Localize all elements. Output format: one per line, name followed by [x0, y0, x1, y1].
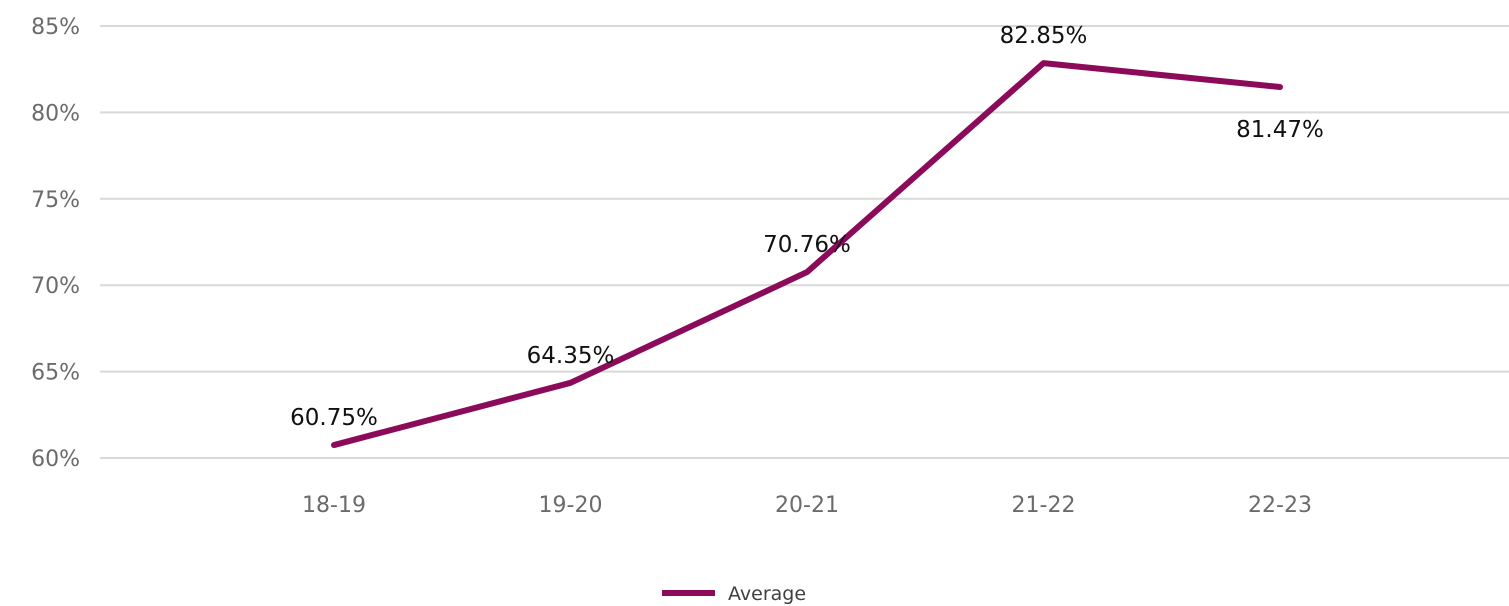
x-tick-label: 22-23 — [1248, 493, 1312, 518]
y-tick-label: 65% — [31, 361, 80, 386]
y-tick-label: 70% — [31, 274, 80, 299]
x-tick-label: 19-20 — [539, 493, 603, 518]
legend-label-average: Average — [728, 583, 806, 605]
data-label: 70.76% — [763, 232, 851, 258]
gridlines — [100, 25, 1509, 459]
x-tick-label: 20-21 — [775, 493, 839, 518]
y-tick-label: 75% — [31, 188, 80, 213]
data-label: 60.75% — [290, 405, 378, 431]
x-axis-tick-labels: 18-19 19-20 20-21 21-22 22-23 — [302, 493, 1312, 518]
data-label: 82.85% — [1000, 23, 1088, 49]
data-label: 64.35% — [527, 343, 615, 369]
y-tick-label: 60% — [31, 447, 80, 472]
y-tick-label: 85% — [31, 15, 80, 40]
x-tick-label: 21-22 — [1012, 493, 1076, 518]
legend: Average — [662, 583, 806, 605]
data-labels: 60.75% 64.35% 70.76% 82.85% 81.47% — [290, 23, 1324, 431]
data-label: 81.47% — [1236, 117, 1324, 143]
series-average — [331, 60, 1283, 449]
y-axis-tick-labels: 60% 65% 70% 75% 80% 85% — [31, 15, 80, 472]
y-tick-label: 80% — [31, 101, 80, 126]
x-tick-label: 18-19 — [302, 493, 366, 518]
